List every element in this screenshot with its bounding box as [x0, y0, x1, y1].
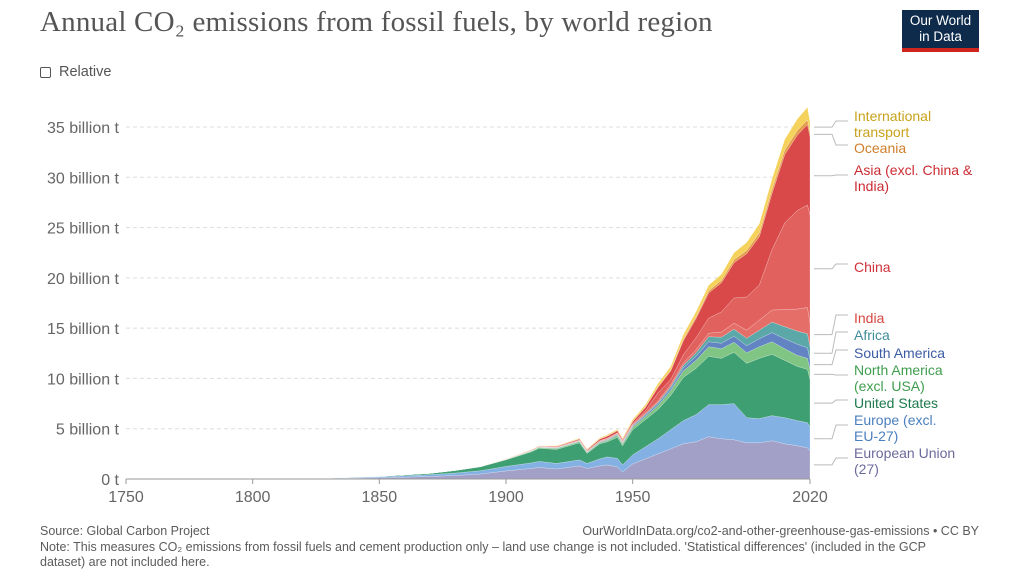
- y-tick-label: 5 billion t: [56, 422, 120, 439]
- legend-label[interactable]: North America (excl. USA): [854, 362, 943, 394]
- relative-toggle-label: Relative: [59, 64, 112, 80]
- area-international-transport[interactable]: [125, 106, 811, 480]
- y-tick-label: 35 billion t: [47, 120, 120, 137]
- legend-label[interactable]: Europe (excl. EU-27): [854, 412, 936, 444]
- legend-label[interactable]: India: [854, 310, 885, 326]
- source-url-link[interactable]: OurWorldInData.org/co2-and-other-greenho…: [582, 524, 979, 538]
- y-tick-label: 20 billion t: [47, 271, 120, 288]
- x-tick-label: 1800: [235, 489, 271, 506]
- y-tick-label: 0 t: [101, 472, 119, 489]
- note-text: Note: This measures CO₂ emissions from f…: [40, 540, 926, 569]
- owid-logo[interactable]: Our World in Data: [902, 10, 979, 52]
- relative-checkbox[interactable]: [40, 66, 51, 78]
- legend-connector: [814, 331, 848, 354]
- legend-connector: [814, 263, 848, 270]
- legend-label[interactable]: Africa: [854, 327, 890, 343]
- logo-line-2: in Data: [919, 29, 962, 44]
- logo-accent-bar: [902, 48, 979, 52]
- legend-label[interactable]: United States: [854, 395, 938, 411]
- legend-label[interactable]: European Union (27): [854, 445, 955, 477]
- y-tick-label: 25 billion t: [47, 221, 120, 238]
- legend-label[interactable]: International transport: [854, 108, 931, 140]
- legend-connector: [814, 314, 848, 336]
- y-tick-label: 10 billion t: [47, 371, 120, 388]
- y-tick-label: 15 billion t: [47, 321, 120, 338]
- x-tick-label: 2020: [792, 489, 828, 506]
- legend-connector: [814, 133, 848, 146]
- legend-label[interactable]: South America: [854, 345, 945, 361]
- source-text: Source: Global Carbon Project: [40, 524, 210, 538]
- chart-title: Annual CO₂ emissions from fossil fuels, …: [40, 6, 713, 38]
- logo-line-1: Our World: [909, 13, 972, 28]
- legend-connector: [814, 349, 848, 366]
- x-tick-label: 1950: [615, 489, 651, 506]
- legend-connector: [814, 399, 848, 404]
- y-tick-label: 30 billion t: [47, 170, 120, 187]
- relative-toggle[interactable]: Relative: [40, 64, 111, 80]
- legend-connector: [814, 424, 848, 440]
- legend-connector: [814, 120, 848, 128]
- legend-connector: [814, 457, 848, 466]
- area-series-group: [125, 106, 811, 480]
- x-tick-label: 1850: [362, 489, 398, 506]
- legend-label[interactable]: Oceania: [854, 140, 906, 156]
- x-tick-label: 1900: [488, 489, 524, 506]
- legend-label[interactable]: Asia (excl. China & India): [854, 162, 973, 194]
- legend-label[interactable]: China: [854, 259, 891, 275]
- legend-connector: [814, 373, 848, 376]
- legend-connector: [814, 174, 848, 177]
- axes: 0 t 5 billion t 10 billion t 15 billion t 20…: [47, 120, 828, 506]
- x-tick-label: 1750: [108, 489, 144, 506]
